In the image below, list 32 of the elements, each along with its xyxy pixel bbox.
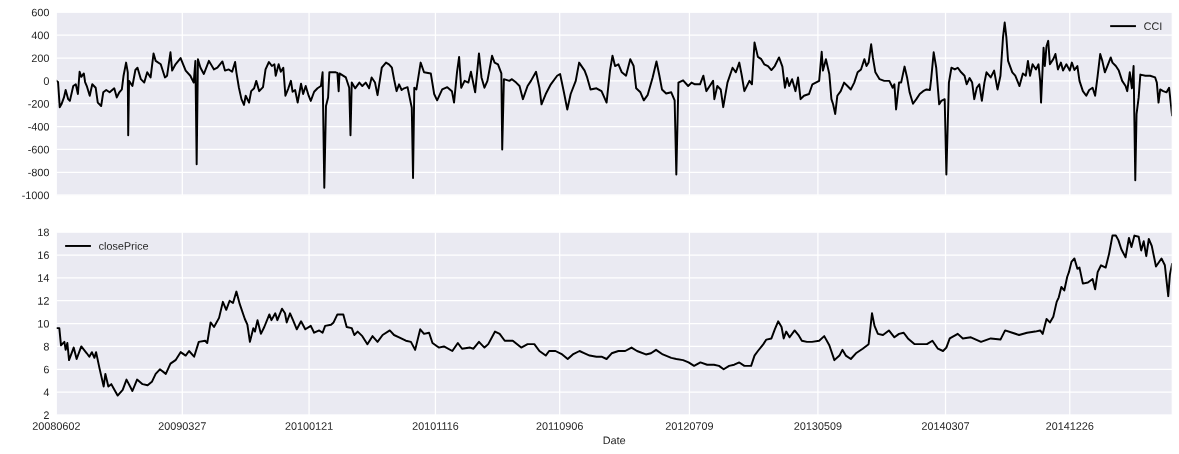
y-tick-label: -200 (28, 100, 49, 108)
y-tick-label: 6 (43, 365, 49, 374)
x-tick-label: 20130509 (794, 422, 842, 430)
y-tick-label: 400 (31, 31, 49, 40)
y-tick-label: -600 (28, 145, 49, 154)
y-tick-label: 200 (31, 54, 49, 63)
legend-label: CCI (1144, 22, 1162, 31)
line-series (56, 234, 1173, 397)
y-tick-label: 8 (43, 342, 49, 351)
x-tick-label: 20141226 (1046, 422, 1094, 430)
y-tick-label: 12 (38, 297, 49, 305)
y-tick-label: -400 (28, 122, 49, 131)
legend-label: closePrice (99, 241, 149, 250)
x-tick-label: 20100121 (285, 422, 333, 430)
y-tick-label: 4 (43, 388, 50, 397)
x-tick-label: 20110906 (536, 422, 583, 430)
y-tick-label: 10 (38, 319, 49, 328)
x-tick-label: 20090327 (158, 422, 206, 430)
x-tick-label: 20080602 (32, 422, 80, 430)
x-tick-label: 20120709 (665, 422, 714, 430)
y-tick-label: -800 (28, 168, 49, 177)
y-tick-label: 14 (38, 274, 50, 282)
line-series (56, 21, 1173, 189)
x-axis-title: Date (603, 436, 626, 445)
y-tick-label: 2 (43, 411, 49, 419)
x-tick-label: 20140307 (921, 422, 970, 430)
x-tick-label: 20101116 (412, 422, 459, 430)
y-tick-label: 600 (31, 8, 49, 17)
y-tick-label: 16 (38, 251, 49, 260)
y-tick-label: 18 (38, 228, 49, 237)
y-tick-label: -1000 (22, 191, 49, 200)
y-tick-label: 0 (43, 77, 49, 85)
